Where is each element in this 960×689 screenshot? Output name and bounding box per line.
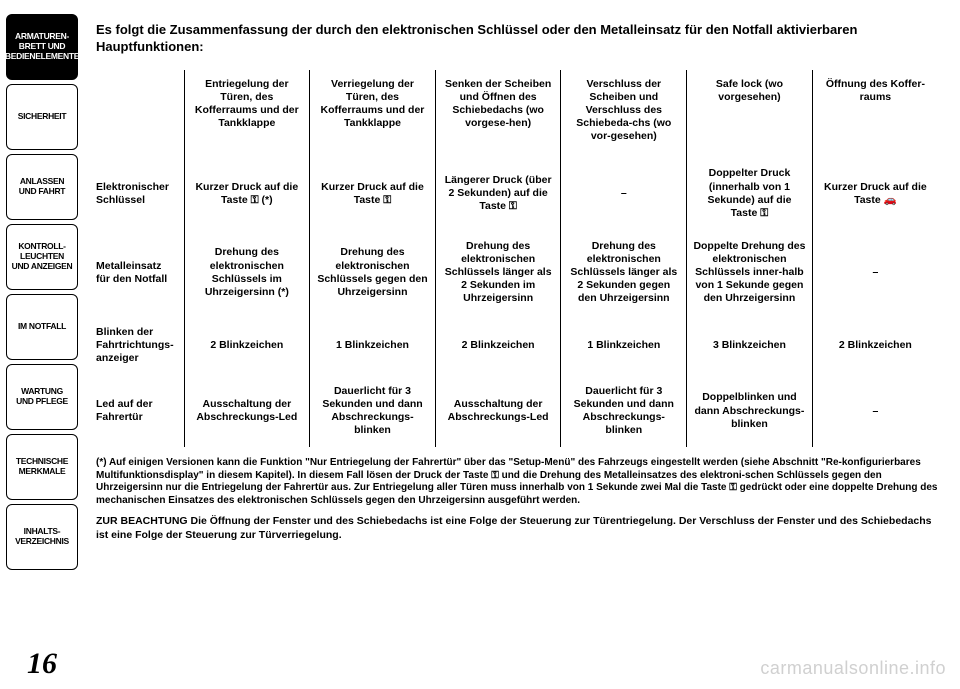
th-windows-up: Verschluss der Scheiben und Verschluss d… <box>561 70 687 158</box>
cell: Dauerlicht für 3 Sekunden und dann Absch… <box>561 375 687 448</box>
tab-anlassen[interactable]: ANLASSENUND FAHRT <box>6 154 78 220</box>
row-label: Led auf der Fahrertür <box>96 375 184 448</box>
row-label: Metalleinsatz für den Notfall <box>96 230 184 316</box>
page-content: Es folgt die Zusammenfassung der durch d… <box>96 22 938 543</box>
cell: 1 Blinkzeichen <box>310 316 436 375</box>
intro-text: Es folgt die Zusammenfassung der durch d… <box>96 22 938 56</box>
cell: Kurzer Druck auf die Taste ⚿ (*) <box>184 157 310 230</box>
th-unlock: Entriegelung der Türen, des Kofferraums … <box>184 70 310 158</box>
cell: Ausschaltung der Abschreckungs-Led <box>435 375 561 448</box>
cell: – <box>812 230 938 316</box>
note-text: ZUR BEACHTUNG Die Öffnung der Fenster un… <box>96 515 938 542</box>
table-row: Elektronischer Schlüssel Kurzer Druck au… <box>96 157 938 230</box>
cell: Drehung des elektronischen Schlüssels ge… <box>310 230 436 316</box>
tab-label: INHALTS-VERZEICHNIS <box>15 527 69 547</box>
th-trunk: Öffnung des Koffer-raums <box>812 70 938 158</box>
cell: Dauerlicht für 3 Sekunden und dann Absch… <box>310 375 436 448</box>
tab-label: KONTROLL-LEUCHTENUND ANZEIGEN <box>12 242 73 271</box>
footnote-text: (*) Auf einigen Versionen kann die Funkt… <box>96 457 938 507</box>
tab-label: WARTUNGUND PFLEGE <box>16 387 68 407</box>
cell: 3 Blinkzeichen <box>687 316 813 375</box>
tab-wartung[interactable]: WARTUNGUND PFLEGE <box>6 364 78 430</box>
cell: 2 Blinkzeichen <box>435 316 561 375</box>
cell: Kurzer Druck auf die Taste 🚗 <box>812 157 938 230</box>
functions-table: Entriegelung der Türen, des Kofferraums … <box>96 70 938 448</box>
tab-notfall[interactable]: IM NOTFALL <box>6 294 78 360</box>
th-safelock: Safe lock (wo vorgesehen) <box>687 70 813 158</box>
row-label: Blinken der Fahrtrichtungs-anzeiger <box>96 316 184 375</box>
watermark: carmanualsonline.info <box>760 658 946 679</box>
cell: 2 Blinkzeichen <box>184 316 310 375</box>
cell: 1 Blinkzeichen <box>561 316 687 375</box>
cell: Drehung des elektronischen Schlüssels im… <box>184 230 310 316</box>
cell: – <box>561 157 687 230</box>
cell: Doppelte Drehung des elektronischen Schl… <box>687 230 813 316</box>
table-row: Metalleinsatz für den Notfall Drehung de… <box>96 230 938 316</box>
cell: Kurzer Druck auf die Taste ⚿ <box>310 157 436 230</box>
cell: Ausschaltung der Abschreckungs-Led <box>184 375 310 448</box>
tab-sicherheit[interactable]: SICHERHEIT <box>6 84 78 150</box>
table-row: Blinken der Fahrtrichtungs-anzeiger 2 Bl… <box>96 316 938 375</box>
tab-inhalt[interactable]: INHALTS-VERZEICHNIS <box>6 504 78 570</box>
tab-kontroll[interactable]: KONTROLL-LEUCHTENUND ANZEIGEN <box>6 224 78 290</box>
cell: Doppelblinken und dann Abschreckungs-bli… <box>687 375 813 448</box>
tab-label: ANLASSENUND FAHRT <box>19 177 65 197</box>
th-empty <box>96 70 184 158</box>
cell: Drehung des elektronischen Schlüssels lä… <box>561 230 687 316</box>
tab-label: ARMATUREN-BRETT UNDBEDIENELEMENTE <box>5 32 79 61</box>
tab-armaturen[interactable]: ARMATUREN-BRETT UNDBEDIENELEMENTE <box>6 14 78 80</box>
sidebar-nav: ARMATUREN-BRETT UNDBEDIENELEMENTE SICHER… <box>0 0 86 689</box>
cell: Doppelter Druck (innerhalb von 1 Sekunde… <box>687 157 813 230</box>
th-windows-down: Senken der Scheiben und Öffnen des Schie… <box>435 70 561 158</box>
tab-technische[interactable]: TECHNISCHEMERKMALE <box>6 434 78 500</box>
page-number: 16 <box>6 647 78 681</box>
row-label: Elektronischer Schlüssel <box>96 157 184 230</box>
cell: 2 Blinkzeichen <box>812 316 938 375</box>
table-header-row: Entriegelung der Türen, des Kofferraums … <box>96 70 938 158</box>
table-row: Led auf der Fahrertür Ausschaltung der A… <box>96 375 938 448</box>
tab-label: SICHERHEIT <box>18 112 66 122</box>
th-lock: Verriegelung der Türen, des Kofferraums … <box>310 70 436 158</box>
tab-label: IM NOTFALL <box>18 322 66 332</box>
tab-label: TECHNISCHEMERKMALE <box>16 457 68 477</box>
cell: Drehung des elektronischen Schlüssels lä… <box>435 230 561 316</box>
cell: – <box>812 375 938 448</box>
cell: Längerer Druck (über 2 Sekunden) auf die… <box>435 157 561 230</box>
